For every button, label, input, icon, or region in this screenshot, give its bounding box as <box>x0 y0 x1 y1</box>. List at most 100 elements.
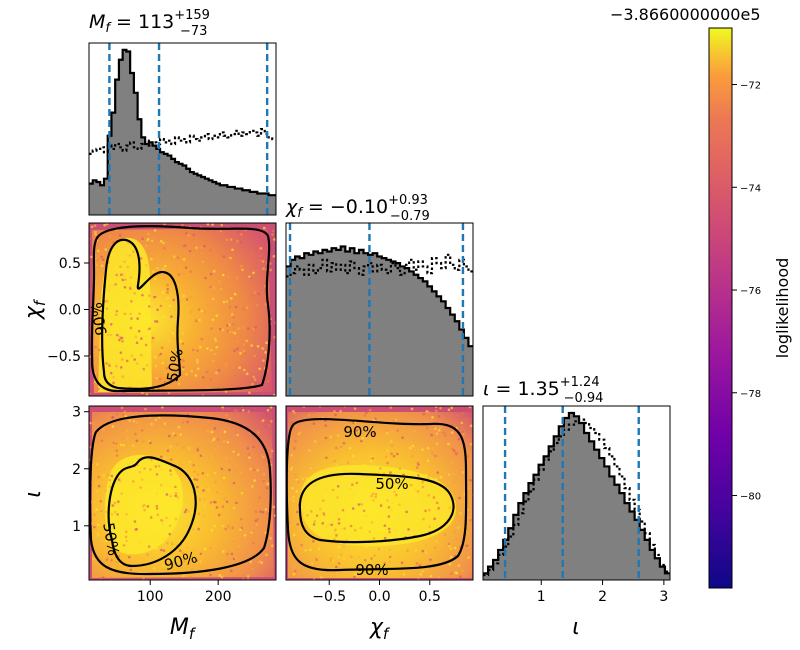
scatter-point <box>211 223 214 226</box>
scatter-point <box>467 487 470 490</box>
scatter-point <box>210 440 213 443</box>
xlabel-iota: ι <box>572 615 579 640</box>
hist-chi-frame <box>285 222 474 397</box>
scatter-point <box>348 487 352 491</box>
scatter-point <box>129 461 133 464</box>
scatter-point <box>131 480 135 483</box>
scatter-point <box>213 352 216 356</box>
scatter-point <box>165 516 168 520</box>
scatter-point <box>260 561 263 564</box>
scatter-point <box>261 510 265 514</box>
scatter-point <box>164 264 167 268</box>
scatter-point <box>239 471 242 475</box>
scatter-point <box>186 546 189 550</box>
scatter-point <box>322 499 325 502</box>
scatter-point <box>118 338 121 342</box>
scatter-point <box>453 521 456 525</box>
scatter-point <box>156 267 159 270</box>
title-chi: χf = −0.10+0.93 −0.79 <box>285 193 430 224</box>
scatter-point <box>112 364 116 367</box>
scatter-point <box>96 523 100 527</box>
scatter-point <box>190 310 193 314</box>
scatter-point <box>188 576 192 579</box>
x-chi-tick-label: 0.5 <box>419 589 441 605</box>
scatter-point <box>259 510 262 513</box>
scatter-point <box>412 451 416 455</box>
scatter-point <box>243 368 246 372</box>
scatter-point <box>93 224 97 227</box>
scatter-point <box>368 530 372 534</box>
scatter-point <box>235 250 238 254</box>
scatter-point <box>219 287 223 291</box>
scatter-point <box>133 367 137 370</box>
scatter-point <box>465 417 469 421</box>
scatter-point <box>201 453 205 457</box>
scatter-point <box>331 446 335 449</box>
scatter-point <box>426 446 430 450</box>
scatter-point <box>150 257 153 261</box>
scatter-point <box>159 518 163 522</box>
scatter-point <box>250 567 254 571</box>
scatter-point <box>349 555 353 559</box>
scatter-point <box>241 268 244 272</box>
scatter-point <box>96 534 100 537</box>
scatter-point <box>232 557 236 561</box>
scatter-point <box>391 501 394 504</box>
scatter-point <box>182 359 185 362</box>
scatter-point <box>272 254 276 258</box>
scatter-point <box>336 484 340 488</box>
scatter-point <box>437 414 441 418</box>
scatter-point <box>233 349 236 353</box>
scatter-point <box>339 552 343 556</box>
scatter-point <box>313 520 317 523</box>
scatter-point <box>102 473 106 477</box>
scatter-point <box>456 423 460 427</box>
scatter-point <box>89 288 93 291</box>
scatter-point <box>177 425 181 429</box>
scatter-point <box>95 263 99 267</box>
scatter-point <box>233 409 237 412</box>
scatter-point <box>250 253 253 256</box>
scatter-point <box>145 363 149 367</box>
scatter-point <box>240 233 243 236</box>
scatter-point <box>221 505 225 509</box>
scatter-point <box>424 550 428 554</box>
contour-label-90-iota-chi-bottom: 90% <box>355 561 388 579</box>
scatter-point <box>405 510 408 514</box>
x-chi-tick-label: −0.5 <box>312 589 346 605</box>
scatter-point <box>422 412 426 416</box>
scatter-point <box>341 479 344 483</box>
scatter-point <box>261 260 265 263</box>
scatter-point <box>300 543 303 547</box>
scatter-point <box>97 348 101 352</box>
scatter-point <box>169 494 173 498</box>
scatter-point <box>141 391 144 395</box>
scatter-point <box>162 549 166 552</box>
scatter-point <box>200 337 204 341</box>
scatter-point <box>360 502 363 506</box>
scatter-point <box>209 378 212 381</box>
scatter-point <box>119 265 122 269</box>
scatter-point <box>252 542 255 545</box>
scatter-point <box>334 570 337 574</box>
scatter-point <box>226 275 230 278</box>
scatter-point <box>179 433 182 437</box>
scatter-point <box>221 406 224 409</box>
scatter-point <box>113 465 117 469</box>
scatter-point <box>133 520 137 523</box>
scatter-point <box>421 448 424 451</box>
scatter-point <box>427 475 430 479</box>
scatter-point <box>394 542 398 545</box>
scatter-point <box>273 514 276 517</box>
scatter-point <box>236 433 239 437</box>
scatter-point <box>209 299 213 302</box>
scatter-point <box>212 500 216 504</box>
scatter-point <box>374 417 377 421</box>
scatter-point <box>94 233 97 236</box>
scatter-point <box>105 223 109 226</box>
scatter-point <box>254 326 258 329</box>
scatter-point <box>109 322 113 326</box>
scatter-point <box>258 367 262 371</box>
scatter-point <box>256 431 260 434</box>
scatter-point <box>329 557 333 560</box>
